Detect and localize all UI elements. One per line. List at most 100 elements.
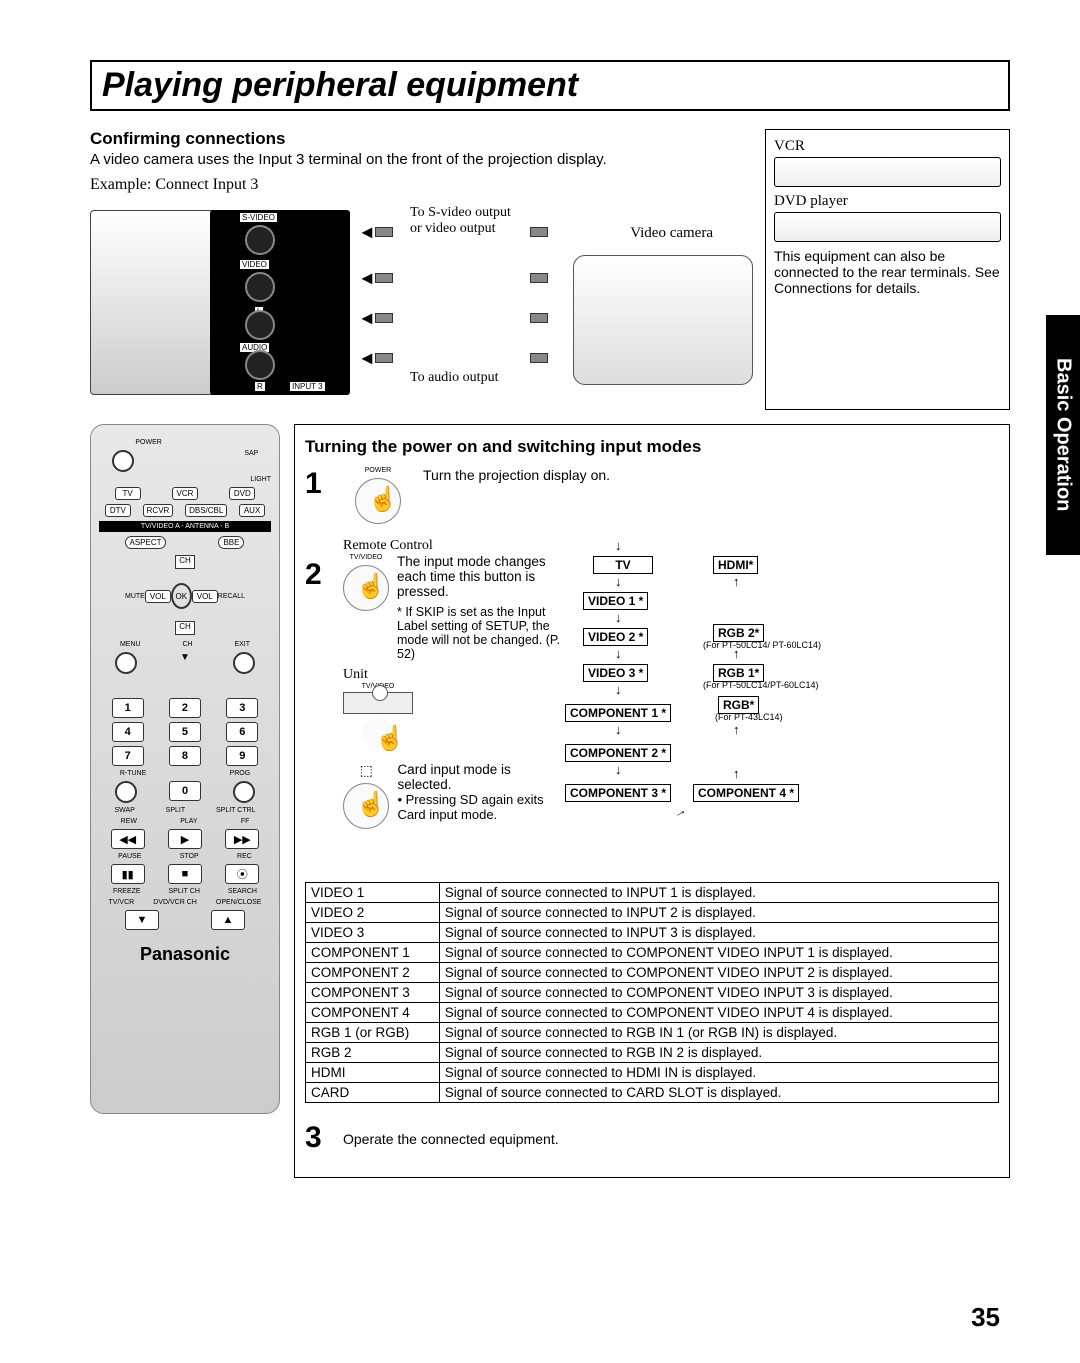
signal-desc-cell: Signal of source connected to INPUT 2 is… [439,903,998,923]
signal-name-cell: RGB 1 (or RGB) [306,1023,440,1043]
down-icon: ▼ [125,910,159,930]
vcr-illustration [774,157,1001,187]
tvvideo-label: TV/VIDEO [343,554,389,561]
signal-name-cell: COMPONENT 1 [306,943,440,963]
ch-label: CH [182,641,192,648]
arrow-icon: ◄ [358,348,376,369]
remote-power-label: POWER [135,439,161,446]
connector-icon [530,273,548,283]
rtune-button-icon [115,781,137,803]
aspect-button: ASPECT [125,536,165,549]
vol-left: VOL [145,590,171,603]
signal-name-cell: COMPONENT 2 [306,963,440,983]
signal-desc-cell: Signal of source connected to COMPONENT … [439,963,998,983]
video-camera-illustration [573,255,753,385]
signal-name-cell: HDMI [306,1063,440,1083]
signal-desc-cell: Signal of source connected to COMPONENT … [439,1003,998,1023]
num-3: 3 [226,698,258,718]
signal-desc-cell: Signal of source connected to INPUT 3 is… [439,923,998,943]
step-3-row: 3 Operate the connected equipment. [305,1121,999,1155]
stop-icon: ■ [168,864,202,884]
dvd-illustration [774,212,1001,242]
connector-icon [375,353,393,363]
signal-desc-cell: Signal of source connected to COMPONENT … [439,983,998,1003]
connector-icon [530,227,548,237]
arrow-icon: ↓ [615,538,622,553]
tr-play: PLAY [180,818,197,825]
ff-icon: ▶▶ [225,829,259,849]
prog-button-icon [233,781,255,803]
arrow-icon: ↓ [615,762,622,777]
up-icon: ▲ [211,910,245,930]
arrow-icon: ↑ [733,722,740,737]
projection-display-illustration [90,210,230,395]
menu-label: MENU [120,641,141,648]
page-number: 35 [971,1302,1000,1333]
connector-icon [375,313,393,323]
rew-icon: ◀◀ [111,829,145,849]
step-2-row: 2 Remote Control TV/VIDEO The input mode… [305,538,999,868]
dvd-label: DVD player [774,193,1001,210]
power-heading: Turning the power on and switching input… [305,437,999,457]
table-row: COMPONENT 3Signal of source connected to… [306,983,999,1003]
flow-comp3: COMPONENT 3 * [565,784,671,802]
step-1-icon: POWER [343,467,413,528]
num-0: 0 [169,781,201,801]
tr-rew: REW [121,818,137,825]
table-row: RGB 1 (or RGB)Signal of source connected… [306,1023,999,1043]
signal-table: VIDEO 1Signal of source connected to INP… [305,882,999,1103]
unit-button-icon [343,692,413,714]
table-row: VIDEO 2Signal of source connected to INP… [306,903,999,923]
port-label-input3: INPUT 3 [290,382,325,391]
remote-control-label: Remote Control [343,538,563,554]
unit-label: Unit [343,667,563,683]
power-button-icon [112,450,134,472]
page-title: Playing peripheral equipment [102,66,998,105]
svideo-port-icon [245,225,275,255]
table-row: VIDEO 1Signal of source connected to INP… [306,883,999,903]
step-3-num: 3 [305,1121,333,1155]
connector-icon [530,353,548,363]
rec-icon: ⦿ [225,864,259,884]
confirm-body: A video camera uses the Input 3 terminal… [90,151,753,168]
flow-comp2: COMPONENT 2 * [565,744,671,762]
remote-dtv-button: DTV [105,504,131,517]
arrow-icon: ↓ [615,646,622,661]
unit-tvvideo-icon: TV/VIDEO [343,683,413,752]
step-1-num: 1 [305,467,333,528]
lower-section: POWER SAP LIGHT TV VCR DVD DTV RCVR DBS/… [90,424,1010,1178]
tr-freeze: FREEZE [113,888,141,895]
tr-tvvcr: TV/VCR [109,899,135,906]
signal-desc-cell: Signal of source connected to RGB IN 1 (… [439,1023,998,1043]
num-1: 1 [112,698,144,718]
arrow-icon: ↓ [615,574,622,589]
power-icon-label: POWER [343,467,413,474]
remote-aux-button: AUX [239,504,265,517]
step-1-text: Turn the projection display on. [423,467,999,528]
press-tvvideo-icon [343,565,389,611]
card-bullet: Pressing SD again exits Card input mode. [397,792,543,822]
rgb1-note: (For PT-50LC14/PT-60LC14) [703,680,819,690]
content-column: Turning the power on and switching input… [294,424,1010,1178]
signal-desc-cell: Signal of source connected to CARD SLOT … [439,1083,998,1103]
tr-swap: SWAP [114,807,134,814]
rgb2-note: (For PT-50LC14/ PT-60LC14) [703,640,821,650]
signal-name-cell: RGB 2 [306,1043,440,1063]
signal-desc-cell: Signal of source connected to HDMI IN is… [439,1063,998,1083]
step-3-text: Operate the connected equipment. [343,1121,999,1155]
press-unit-icon [363,718,393,748]
connector-icon [375,227,393,237]
svideo-output-label: To S-video output or video output [410,205,511,237]
mute-label: MUTE [125,593,145,600]
tr-rec: REC [237,853,252,860]
signal-desc-cell: Signal of source connected to INPUT 1 is… [439,883,998,903]
port-label-r: R [255,382,265,391]
example-label: Example: Connect Input 3 [90,176,753,194]
light-label: LIGHT [250,476,271,483]
video-port-icon [245,272,275,302]
remote-strip: TV/VIDEO A - ANTENNA - B [99,521,271,532]
recall-label: RECALL [218,593,245,600]
step-2-left: Remote Control TV/VIDEO The input mode c… [343,538,563,868]
pause-icon: ▮▮ [111,864,145,884]
press-sd-icon [343,783,389,829]
